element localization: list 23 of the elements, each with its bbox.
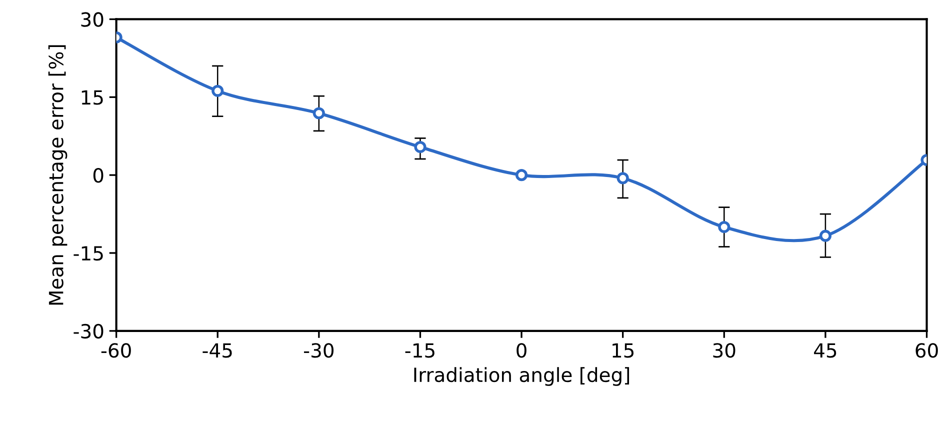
x-tick-label: 0 xyxy=(516,343,526,358)
y-tick-label: 30 xyxy=(81,12,104,27)
x-tick-label: -30 xyxy=(304,343,334,358)
point xyxy=(718,220,730,234)
x-tick-label: -60 xyxy=(101,343,131,358)
point xyxy=(414,140,426,154)
x-tick-label: 30 xyxy=(713,343,736,358)
y-tick-label: 0 xyxy=(93,168,104,183)
point xyxy=(212,84,224,97)
y-axis-title: Mean percentage error [%] xyxy=(48,45,68,305)
point xyxy=(515,169,528,182)
y-tick-label: -30 xyxy=(74,324,104,339)
x-tick-label: -45 xyxy=(202,343,232,358)
y-tick-label: 15 xyxy=(82,90,103,105)
point xyxy=(616,172,629,184)
x-tick-label: -15 xyxy=(405,343,434,358)
x-tick-label: 60 xyxy=(916,343,938,358)
point xyxy=(312,107,325,120)
x-axis-title: Irradiation angle [deg] xyxy=(414,367,630,386)
point xyxy=(819,230,832,242)
y-tick-label: -15 xyxy=(74,246,103,261)
x-tick-label: 45 xyxy=(814,343,836,358)
x-tick-label: 15 xyxy=(612,343,634,358)
